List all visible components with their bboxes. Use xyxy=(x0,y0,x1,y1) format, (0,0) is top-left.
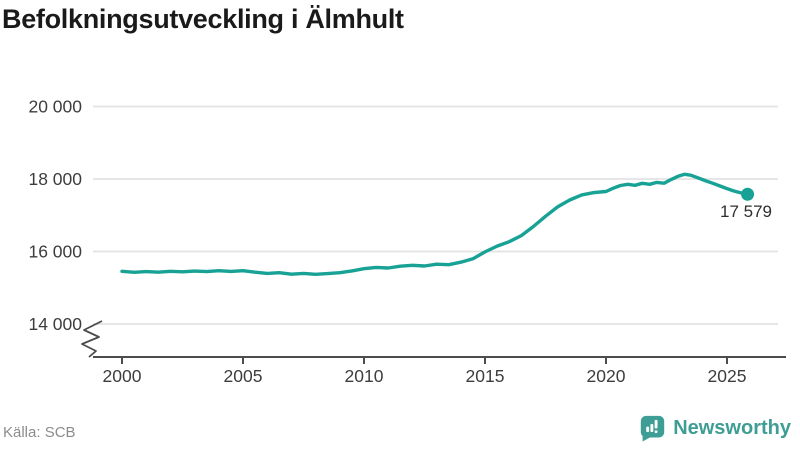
x-axis-label: 2020 xyxy=(587,366,626,386)
bar-chart-speech-bubble-icon xyxy=(640,415,665,442)
x-axis-label: 2005 xyxy=(224,366,263,386)
y-axis-label: 20 000 xyxy=(28,97,82,117)
last-value-label: 17 579 xyxy=(720,202,772,221)
x-axis-label: 2000 xyxy=(103,366,142,386)
x-axis-label: 2010 xyxy=(345,366,384,386)
axis-break-squiggle xyxy=(81,320,103,358)
y-axis-label: 14 000 xyxy=(28,314,82,334)
x-axis-label: 2025 xyxy=(708,366,747,386)
chart-title: Befolkningsutveckling i Älmhult xyxy=(2,4,404,34)
y-axis-label: 16 000 xyxy=(28,242,82,262)
population-line xyxy=(120,172,750,276)
source-note: Källa: SCB xyxy=(3,424,76,441)
last-point-marker xyxy=(741,187,755,201)
brand-name: Newsworthy xyxy=(673,416,791,439)
x-axis-label: 2015 xyxy=(466,366,505,386)
newsworthy-logo: Newsworthy xyxy=(639,414,791,442)
y-axis-label: 18 000 xyxy=(28,169,82,189)
